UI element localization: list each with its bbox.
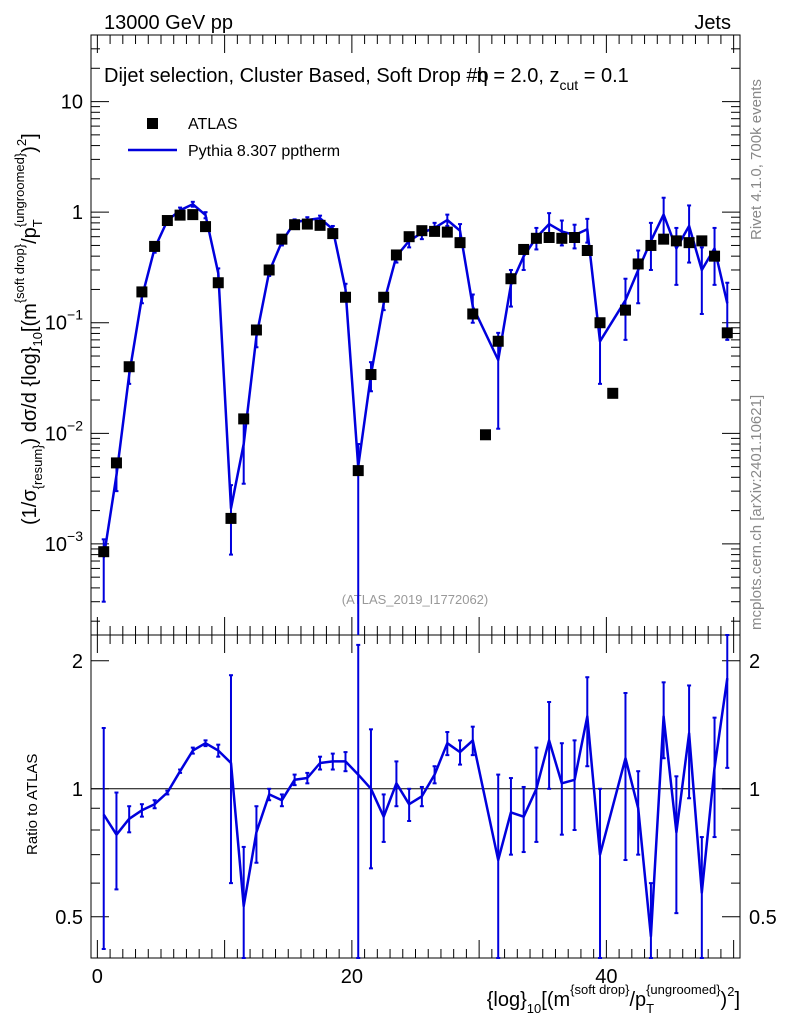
ratio-y-tick-label: 2 — [72, 651, 83, 673]
legend-atlas-label: ATLAS — [188, 116, 238, 133]
atlas-data-point — [607, 387, 619, 399]
main-y-tick-label: 1 — [72, 202, 83, 224]
ratio-curve — [102, 678, 729, 938]
title-subscript: cut — [559, 77, 578, 93]
atlas-data-point — [352, 465, 364, 477]
atlas-data-point — [403, 231, 415, 243]
atlas-data-point — [505, 273, 517, 285]
atlas-data-point — [429, 225, 441, 237]
atlas-data-point — [632, 258, 644, 270]
atlas-data-point — [492, 335, 504, 347]
legend-pythia-label: Pythia 8.307 pptherm — [188, 143, 340, 160]
atlas-data-point — [378, 291, 390, 303]
title-tail: = 0.1 — [578, 65, 629, 87]
atlas-data-point — [683, 237, 695, 249]
atlas-data-point — [390, 249, 402, 261]
main-y-axis-title: (1/σ{resum}) dσ/d {log}10[(m{soft drop}/… — [12, 133, 45, 525]
atlas-data-point — [136, 286, 148, 298]
main-y-tick-label: 10 — [61, 92, 83, 114]
atlas-data-point — [289, 219, 301, 231]
atlas-data-point — [340, 291, 352, 303]
atlas-data-point — [530, 232, 542, 244]
ratio-axes: 0.5 0.51 12 20 20 40 — [55, 635, 777, 988]
ratio-y-tick-label-right: 2 — [749, 651, 760, 673]
atlas-data-point — [658, 233, 670, 245]
atlas-data-point — [479, 429, 491, 441]
mc-curve — [102, 202, 729, 558]
ratio-y-tick-label: 1 — [72, 779, 83, 801]
ratio-y-tick-label: 0.5 — [55, 907, 83, 929]
main-y-tick-label: 10−3 — [45, 528, 83, 556]
atlas-data-point — [721, 327, 733, 339]
title-main-part: Dijet selection, Cluster Based, Soft Dro… — [104, 65, 489, 87]
atlas-data-point — [327, 228, 339, 240]
atlas-data-point — [696, 235, 708, 247]
atlas-data-point — [276, 233, 288, 245]
atlas-data-point — [619, 304, 631, 316]
main-data — [98, 196, 733, 635]
main-axes: 10−3 10−2 10−1 1 10 — [45, 34, 740, 635]
main-title: Dijet selection, Cluster Based, Soft Dro… — [104, 65, 629, 93]
atlas-data-point — [581, 245, 593, 257]
atlas-data-point — [454, 237, 466, 249]
atlas-data-point — [670, 235, 682, 247]
main-y-tick-label: 10−1 — [45, 307, 83, 335]
atlas-data-point — [225, 512, 237, 524]
atlas-data-point — [709, 250, 721, 262]
atlas-data-point — [467, 308, 479, 320]
atlas-data-point — [543, 231, 555, 243]
atlas-data-point — [645, 239, 657, 251]
ratio-y-tick-label-right: 1 — [749, 779, 760, 801]
energy-label: 13000 GeV pp — [104, 12, 233, 34]
atlas-data-point — [365, 369, 377, 381]
atlas-data-point — [556, 232, 568, 244]
atlas-data-point — [569, 231, 581, 243]
atlas-data-point — [263, 264, 275, 276]
mcplots-label: mcplots.cern.ch [arXiv:2401.10621] — [748, 395, 765, 630]
x-tick-label: 40 — [595, 966, 617, 988]
x-tick-label: 0 — [92, 966, 103, 988]
atlas-data-point — [110, 457, 122, 469]
category-label: Jets — [694, 12, 731, 34]
atlas-data-point — [301, 218, 313, 230]
atlas-data-point — [98, 546, 110, 558]
atlas-data-point — [161, 215, 173, 227]
x-tick-label: 20 — [341, 966, 363, 988]
x-axis-title: {log}10[(m{soft drop}/pT{ungroomed})2] — [487, 982, 740, 1016]
atlas-data-point — [200, 221, 212, 233]
atlas-data-point — [187, 209, 199, 221]
atlas-data-point — [314, 219, 326, 231]
atlas-data-point — [123, 361, 135, 373]
ratio-y-tick-label-right: 0.5 — [749, 907, 777, 929]
atlas-data-point — [238, 413, 250, 425]
ratio-y-axis-title: Ratio to ATLAS — [24, 754, 41, 855]
atlas-data-point — [174, 209, 186, 221]
legend-atlas-marker — [147, 118, 158, 129]
analysis-watermark: (ATLAS_2019_I1772062) — [342, 592, 488, 607]
atlas-data-point — [518, 243, 530, 255]
atlas-data-point — [416, 225, 428, 237]
atlas-data-point — [594, 317, 606, 329]
atlas-data-point — [212, 277, 224, 289]
legend: ATLAS Pythia 8.307 pptherm — [128, 116, 340, 160]
atlas-data-point — [250, 324, 262, 336]
atlas-data-point — [441, 226, 453, 238]
ratio-data — [101, 634, 730, 959]
ratio-plot-frame — [90, 634, 741, 959]
main-y-tick-label: 10−2 — [45, 417, 83, 445]
rivet-label: Rivet 4.1.0, 700k events — [748, 79, 765, 240]
title-suffix: η = 2.0, z — [477, 65, 560, 87]
atlas-data-point — [149, 240, 161, 252]
